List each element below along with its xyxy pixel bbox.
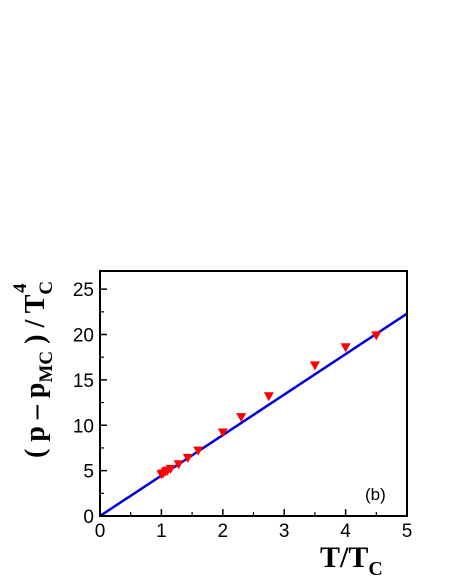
y-tick-label: 5 (83, 462, 94, 483)
data-point (182, 453, 193, 463)
x-tick-label: 2 (218, 521, 229, 542)
x-axis-label: T/TC (320, 541, 383, 580)
x-tick-label: 0 (95, 521, 106, 542)
data-point (263, 392, 274, 402)
data-points (156, 331, 382, 480)
data-point (236, 413, 247, 423)
y-tick-label: 25 (73, 280, 94, 301)
x-tick-label: 5 (402, 521, 413, 542)
data-point (217, 428, 228, 438)
plot-frame (99, 270, 408, 517)
data-point (340, 343, 351, 353)
panel-label: (b) (365, 485, 386, 504)
y-axis-label: ( p – pMC ) / TC4 (10, 281, 57, 458)
data-point (173, 460, 184, 470)
x-tick-label: 3 (279, 521, 290, 542)
fit-line-layer (99, 312, 408, 518)
axis-ticks (99, 288, 408, 517)
y-tick-label: 0 (83, 507, 94, 528)
tick-labels: 0 1 2 3 4 5 0 5 10 15 20 25 (73, 280, 412, 542)
fit-line (99, 312, 408, 518)
data-point (371, 331, 382, 341)
data-point (309, 361, 320, 371)
x-tick-label: 4 (340, 521, 351, 542)
y-tick-label: 10 (73, 416, 94, 437)
x-tick-label: 1 (156, 521, 167, 542)
data-point (193, 446, 204, 456)
data-point (165, 464, 176, 474)
y-tick-label: 20 (73, 326, 94, 347)
y-tick-label: 15 (73, 371, 94, 392)
